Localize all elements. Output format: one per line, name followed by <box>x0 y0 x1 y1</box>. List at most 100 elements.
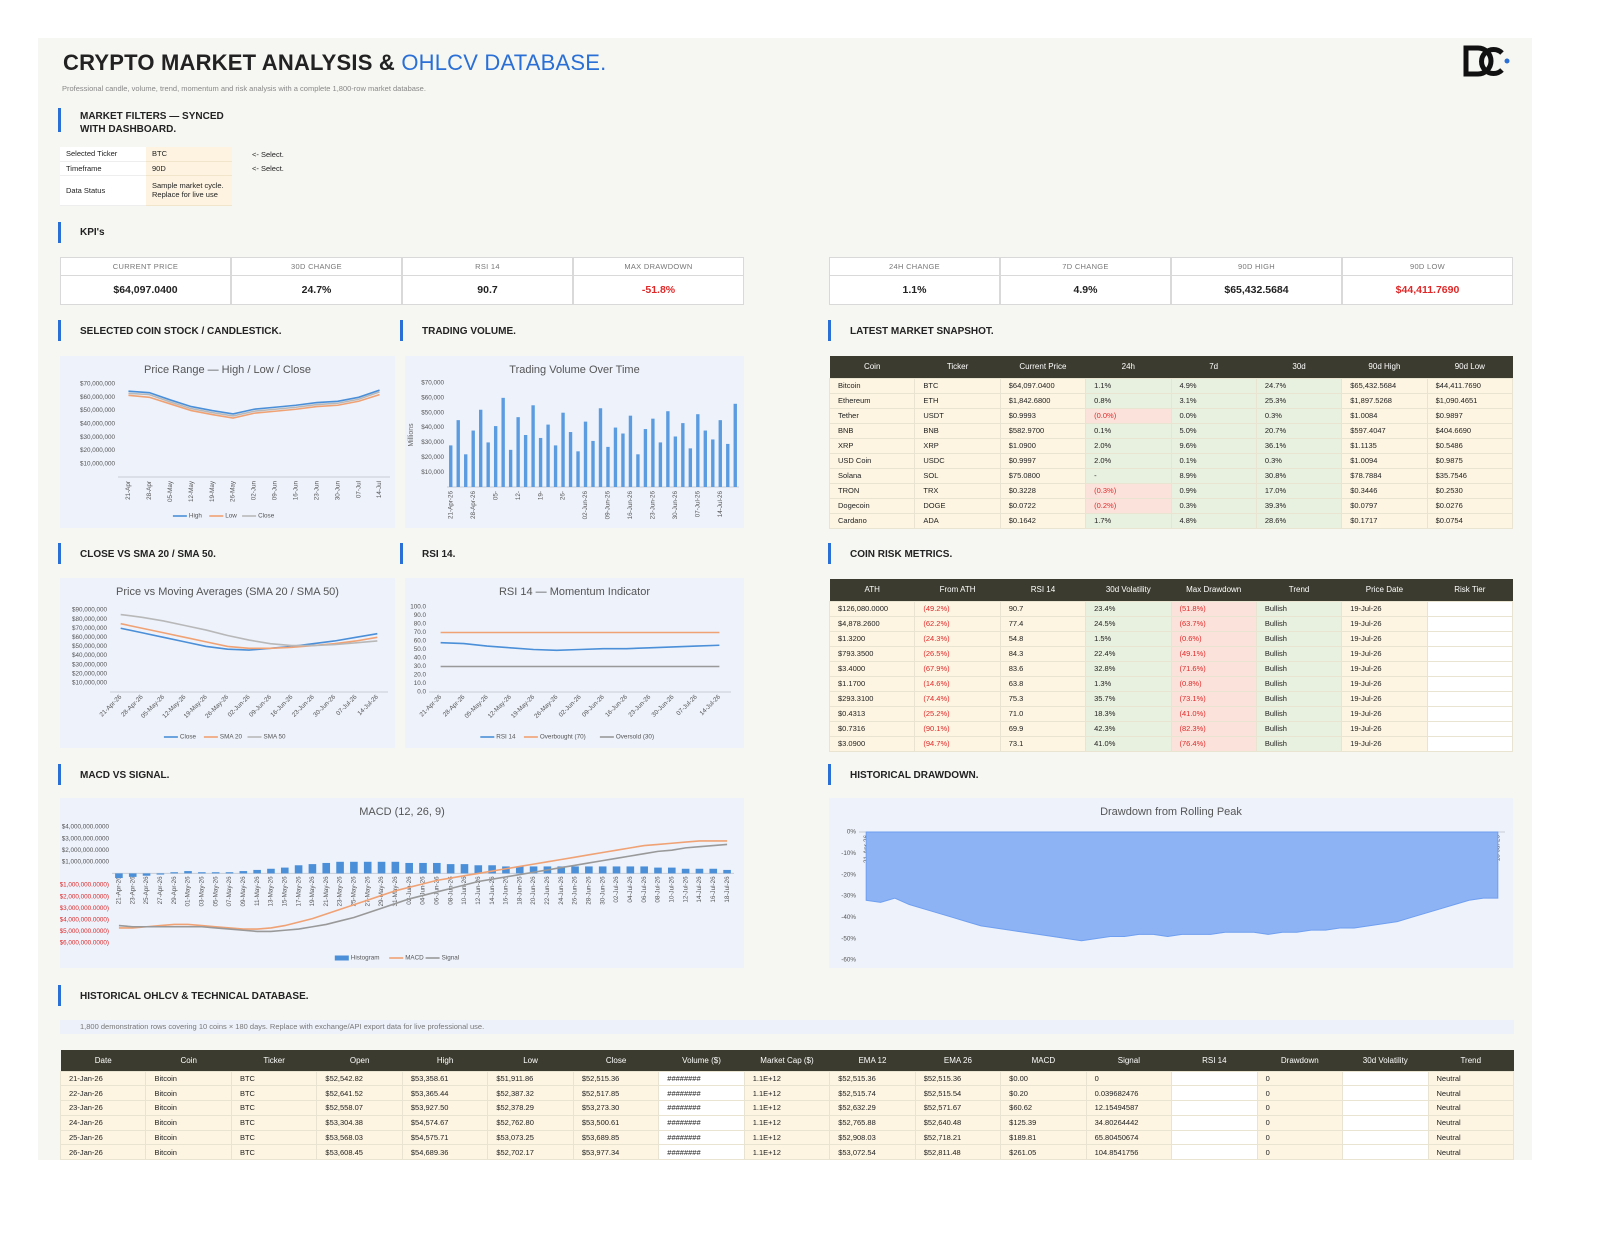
bar <box>695 868 704 874</box>
bar <box>703 430 707 487</box>
bar <box>636 454 640 487</box>
table-row: $293.3100 (74.4%) 75.3 35.7% (73.1%) Bullish 1… <box>828 690 1514 707</box>
column-header: ATH <box>829 579 915 601</box>
bar <box>709 868 718 874</box>
table-row: Tether USDT $0.9993 (0.0%) 0.0% 0.3% $1.0084 $0… <box>828 407 1514 424</box>
table-cell: 25-Jan-26 <box>59 1129 147 1146</box>
column-header: Ticker <box>231 1050 317 1071</box>
table-cell: $0.1717 <box>1341 512 1428 529</box>
table-cell: BNB <box>914 422 1001 439</box>
bar <box>142 873 151 876</box>
table-cell: TRX <box>914 482 1001 499</box>
x-tick-label: 26-May <box>230 480 237 502</box>
table-cell: 0.3% <box>1170 497 1257 514</box>
filter-cell: Data Status <box>60 175 146 206</box>
column-header: 24h <box>1085 356 1171 378</box>
bar <box>688 448 693 487</box>
x-tick-label: 14-Jul <box>376 481 383 498</box>
bar <box>598 866 607 874</box>
filter-cell: <- Select. <box>252 149 284 159</box>
bar <box>464 454 468 487</box>
kpi-card: 30D CHANGE 24.7% <box>231 257 402 305</box>
x-tick-label: 16-Jun <box>293 481 300 501</box>
y-tick-label: -60% <box>841 957 856 964</box>
section-heading: COIN RISK METRICS. <box>850 549 953 560</box>
table-cell: 4.8% <box>1170 512 1257 529</box>
x-tick-label: 24-Jun-26 <box>558 876 565 905</box>
bar <box>184 871 192 874</box>
table-cell: $52,515.36 <box>572 1070 660 1087</box>
table-cell: 19-Jul-26 <box>1341 720 1428 737</box>
bar <box>681 868 690 874</box>
table-cell: 25.3% <box>1255 392 1343 409</box>
table-cell: (74.4%) <box>914 690 1001 707</box>
column-header: 30d Volatility <box>1085 579 1171 601</box>
table-cell: $0.3228 <box>999 482 1087 499</box>
table-cell: 24.5% <box>1085 615 1172 632</box>
table-cell: $53,072.54 <box>829 1144 916 1161</box>
table-cell: 42.3% <box>1085 720 1172 737</box>
table-cell: 1.1E+12 <box>743 1085 831 1102</box>
table-cell <box>1426 735 1514 752</box>
bar <box>128 873 137 877</box>
table-cell: (0.2%) <box>1085 497 1172 514</box>
table-cell: 24-Jan-26 <box>59 1114 147 1131</box>
table-cell <box>1342 1085 1429 1102</box>
table-cell: Neutral <box>1427 1144 1514 1161</box>
bar <box>211 872 220 874</box>
legend-label: MACD <box>405 955 424 962</box>
table-cell: Neutral <box>1427 1070 1514 1087</box>
table-cell: 90.7 <box>999 600 1087 617</box>
kpi-label: 90D HIGH <box>1172 258 1341 276</box>
bar <box>363 861 372 874</box>
table-cell: Bullish <box>1255 675 1343 692</box>
logo <box>1463 45 1510 77</box>
x-tick-label: 09-Jun-26 <box>605 491 612 520</box>
table-cell: $189.81 <box>1000 1129 1087 1146</box>
table-cell: 69.9 <box>999 720 1087 737</box>
x-tick-label: 14-Jun-26 <box>489 876 496 905</box>
x-tick-label: 15-May-26 <box>281 876 288 907</box>
bar <box>626 866 635 874</box>
bar <box>667 867 676 874</box>
bar <box>391 861 400 874</box>
y-tick-label: 20.0 <box>414 672 427 679</box>
chart: Price Range — High / Low / Close $10,000,… <box>60 356 395 528</box>
legend-label: Overbought (70) <box>540 734 586 741</box>
table-cell: 0.1% <box>1085 422 1172 439</box>
table-cell <box>1426 600 1514 617</box>
table-cell: $44,411.7690 <box>1426 377 1514 394</box>
table-cell: 1.1E+12 <box>743 1114 831 1131</box>
bar <box>156 873 165 875</box>
table-cell: Neutral <box>1427 1100 1514 1116</box>
filter-cell: 90D <box>146 161 232 176</box>
table-cell: 19-Jul-26 <box>1341 705 1428 722</box>
table-cell: 21-Jan-26 <box>59 1070 147 1087</box>
table-cell: $0.0276 <box>1426 497 1514 514</box>
bar <box>486 442 490 487</box>
table-cell: 0 <box>1256 1100 1344 1116</box>
table-cell: 1.1E+12 <box>743 1070 831 1087</box>
table-row: $4,878.2600 (62.2%) 77.4 24.5% (63.7%) Bullis… <box>828 615 1514 632</box>
bar <box>651 418 655 487</box>
x-tick-label: 02-Jun-26 <box>582 491 589 520</box>
column-header: From ATH <box>914 579 1001 601</box>
y-tick-label: $50,000,000 <box>80 407 116 414</box>
bar <box>471 430 475 487</box>
column-header: Drawdown <box>1257 1050 1343 1071</box>
y-tick-label: $20,000 <box>421 454 444 461</box>
table-cell: (0.3%) <box>1085 482 1172 499</box>
legend-label: Oversold (30) <box>616 734 654 741</box>
kpi-card: CURRENT PRICE $64,097.0400 <box>60 257 231 305</box>
y-tick-label: $50,000,000 <box>72 643 108 650</box>
table-cell: 19-Jul-26 <box>1341 600 1428 617</box>
x-tick-label: 12-May <box>188 480 195 502</box>
column-header: Coin <box>145 1050 232 1071</box>
table-cell: 54.8 <box>999 630 1087 647</box>
title-main: CRYPTO MARKET ANALYSIS & <box>63 50 395 75</box>
table-row: $1.1700 (14.6%) 63.8 1.3% (0.8%) Bullish 19-Ju… <box>828 675 1514 692</box>
area <box>865 831 1499 942</box>
table-cell: $52,517.85 <box>572 1085 660 1102</box>
bar <box>658 442 663 487</box>
section-heading: RSI 14. <box>422 549 456 560</box>
